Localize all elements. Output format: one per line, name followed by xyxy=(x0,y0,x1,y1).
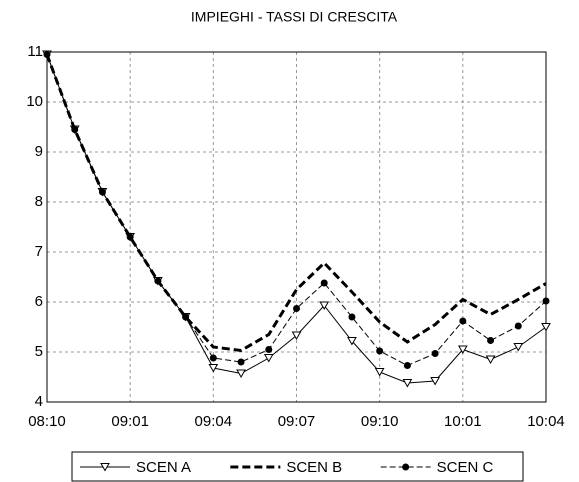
data-point xyxy=(291,331,302,341)
chart-title: IMPIEGHI - TASSI DI CRESCITA xyxy=(191,9,398,25)
y-tick-label: 9 xyxy=(35,143,43,160)
legend-marker xyxy=(402,463,410,471)
data-point xyxy=(182,313,190,321)
data-point xyxy=(431,350,439,357)
x-tick-label: 09:04 xyxy=(195,413,233,430)
data-point xyxy=(293,305,300,312)
y-tick-label: 6 xyxy=(35,293,43,310)
legend-marker xyxy=(100,463,110,472)
plot-frame xyxy=(46,51,547,403)
data-point xyxy=(98,188,106,196)
data-point xyxy=(126,233,134,241)
data-point xyxy=(374,368,385,377)
legend-label: SCEN B xyxy=(286,459,342,476)
data-point xyxy=(208,364,219,373)
y-tick-label: 5 xyxy=(35,343,43,360)
data-point xyxy=(513,343,524,352)
data-point xyxy=(236,369,246,379)
y-tick-label: 4 xyxy=(35,393,43,410)
x-tick-label: 08:10 xyxy=(28,413,66,430)
data-point xyxy=(376,347,384,355)
data-point xyxy=(541,323,551,332)
data-point xyxy=(403,362,411,369)
legend-label: SCEN A xyxy=(136,459,191,476)
data-point xyxy=(320,279,328,287)
data-point xyxy=(263,354,274,363)
data-point xyxy=(209,354,217,362)
legend-label: SCEN C xyxy=(437,459,494,476)
data-point xyxy=(71,126,79,133)
y-tick-label: 10 xyxy=(26,93,43,110)
data-point xyxy=(542,297,550,305)
y-tick-label: 11 xyxy=(27,43,43,60)
x-tick-label: 09:10 xyxy=(361,413,399,430)
data-point xyxy=(319,301,330,311)
data-point xyxy=(402,379,413,388)
legend-box xyxy=(71,451,524,482)
data-point xyxy=(485,355,496,365)
x-tick-label: 09:01 xyxy=(111,413,149,430)
x-tick-label: 10:01 xyxy=(444,413,482,430)
x-tick-label: 09:07 xyxy=(278,413,316,430)
data-point xyxy=(348,313,356,321)
data-point xyxy=(265,346,273,353)
legend: SCEN A SCEN B SCEN C xyxy=(71,451,524,482)
y-tick-label: 8 xyxy=(35,193,43,210)
x-tick-label: 10:04 xyxy=(527,413,565,430)
y-tick-label: 7 xyxy=(35,243,43,260)
data-point xyxy=(459,317,467,325)
series-line xyxy=(45,53,547,353)
data-point xyxy=(514,322,522,330)
data-point xyxy=(237,358,245,366)
data-point xyxy=(347,337,357,346)
data-point xyxy=(154,277,162,285)
data-point xyxy=(43,51,51,58)
data-point xyxy=(457,345,468,355)
data-point xyxy=(487,337,495,344)
data-point xyxy=(430,377,440,386)
